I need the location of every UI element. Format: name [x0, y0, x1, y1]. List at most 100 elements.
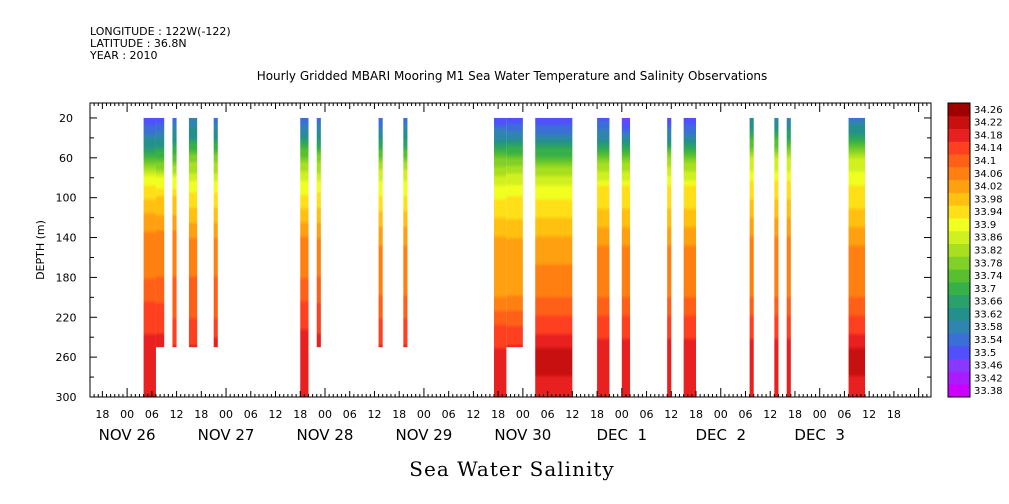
colorbar-swatch	[948, 281, 970, 296]
date-label: NOV 27	[198, 426, 255, 444]
salinity-column	[597, 117, 610, 397]
salinity-column	[300, 117, 309, 397]
colorbar-label: 33.74	[974, 271, 1003, 282]
colorbar-swatch	[948, 269, 970, 283]
date-label: DEC 3	[794, 426, 845, 444]
salinity-column	[188, 117, 198, 348]
x-tick-labels: 18 00 06 12 18 00 06 12 18 00 06 12 18 00 06 12 18 00 06 12…	[95, 408, 901, 421]
colorbar-label: 33.58	[974, 322, 1003, 333]
x-tick-label: 12	[862, 408, 876, 421]
colorbar-swatch	[948, 345, 970, 360]
x-axis-title: Sea Water Salinity	[409, 457, 614, 481]
salinity-column	[403, 117, 408, 348]
colorbar-label: 33.94	[974, 207, 1003, 218]
date-label: NOV 29	[395, 426, 452, 444]
y-axis-title: DEPTH (m)	[34, 220, 47, 280]
colorbar-swatch	[948, 294, 970, 308]
salinity-column	[848, 117, 866, 397]
y-tick-label: 60	[59, 152, 73, 165]
x-tick-label: 18	[95, 408, 109, 421]
longitude-label: LONGITUDE : 122W(-122)	[90, 25, 231, 38]
colorbar-swatch	[948, 141, 970, 155]
date-label: NOV 30	[494, 426, 551, 444]
colorbar-swatch	[948, 115, 970, 129]
colorbar-swatch	[948, 256, 970, 270]
salinity-column	[494, 117, 507, 397]
x-tick-label: 06	[145, 408, 159, 421]
salinity-column	[213, 117, 218, 348]
x-tick-label: 06	[738, 408, 752, 421]
x-tick-label: 00	[615, 408, 629, 421]
colorbar-swatch	[948, 166, 970, 181]
x-tick-label: 18	[689, 408, 703, 421]
colorbar-label: 34.26	[974, 105, 1003, 116]
colorbar-label: 34.1	[974, 156, 996, 167]
date-label: NOV 26	[99, 426, 156, 444]
colorbar-swatch	[948, 371, 970, 385]
chart-title: Hourly Gridded MBARI Mooring M1 Sea Wate…	[257, 69, 768, 83]
x-tick-label: 18	[194, 408, 208, 421]
colorbar-label: 33.82	[974, 246, 1003, 257]
colorbar-swatch	[948, 192, 970, 206]
x-tick-label: 18	[788, 408, 802, 421]
colorbar-swatch	[948, 230, 970, 245]
salinity-column	[621, 117, 631, 397]
x-tick-label: 00	[714, 408, 728, 421]
colorbar-swatch	[948, 243, 970, 257]
x-tick-label: 06	[837, 408, 851, 421]
salinity-column	[378, 117, 383, 348]
x-tick-label: 06	[640, 408, 654, 421]
colorbar-label: 34.22	[974, 118, 1003, 129]
x-tick-label: 00	[516, 408, 530, 421]
x-tick-label: 12	[565, 408, 579, 421]
salinity-column	[506, 117, 523, 348]
x-tick-label: 12	[170, 408, 184, 421]
colorbar-label: 33.9	[974, 220, 996, 231]
x-tick-label: 12	[269, 408, 283, 421]
x-tick-label: 12	[466, 408, 480, 421]
latitude-label: LATITUDE : 36.8N	[90, 37, 187, 50]
colorbar-label: 34.02	[974, 182, 1003, 193]
colorbar-swatch	[948, 103, 970, 117]
colorbar-label: 33.66	[974, 297, 1003, 308]
salinity-column	[683, 117, 697, 397]
colorbar-swatch	[948, 333, 970, 347]
axis-ticks	[89, 103, 932, 398]
date-labels: NOV 26 NOV 27 NOV 28 NOV 29 NOV 30 DEC 1 DEC 2…	[99, 426, 845, 444]
colorbar-swatch	[948, 384, 970, 398]
salinity-column	[155, 117, 165, 348]
y-tick-label: 300	[56, 391, 77, 404]
x-tick-label: 00	[813, 408, 827, 421]
x-tick-label: 06	[541, 408, 555, 421]
colorbar-label: 33.7	[974, 284, 996, 295]
colorbar-label: 33.54	[974, 335, 1003, 346]
x-tick-label: 18	[392, 408, 406, 421]
salinity-column	[667, 117, 672, 397]
colorbar-label: 33.86	[974, 233, 1003, 244]
x-tick-label: 12	[763, 408, 777, 421]
colorbar-label: 33.5	[974, 348, 996, 359]
colorbar-label: 33.62	[974, 309, 1003, 320]
colorbar-label: 34.18	[974, 130, 1003, 141]
colorbar-label: 33.42	[974, 373, 1003, 384]
y-tick-label: 100	[56, 192, 77, 205]
y-tick-label: 140	[56, 232, 77, 245]
colorbar-swatch	[948, 320, 970, 334]
salinity-column	[535, 117, 573, 397]
salinity-column	[786, 117, 791, 397]
x-tick-label: 06	[244, 408, 258, 421]
colorbar-swatch	[948, 205, 970, 219]
salinity-columns	[143, 117, 866, 397]
colorbar-label: 33.46	[974, 361, 1003, 372]
x-tick-label: 06	[442, 408, 456, 421]
colorbar-swatch	[948, 179, 970, 193]
date-label: DEC 2	[695, 426, 746, 444]
x-tick-label: 18	[887, 408, 901, 421]
colorbar-label: 34.06	[974, 169, 1003, 180]
colorbar-swatch	[948, 358, 970, 372]
x-tick-label: 00	[219, 408, 233, 421]
colorbar-label: 33.78	[974, 258, 1003, 269]
x-tick-label: 18	[293, 408, 307, 421]
year-label: YEAR : 2010	[89, 49, 158, 62]
